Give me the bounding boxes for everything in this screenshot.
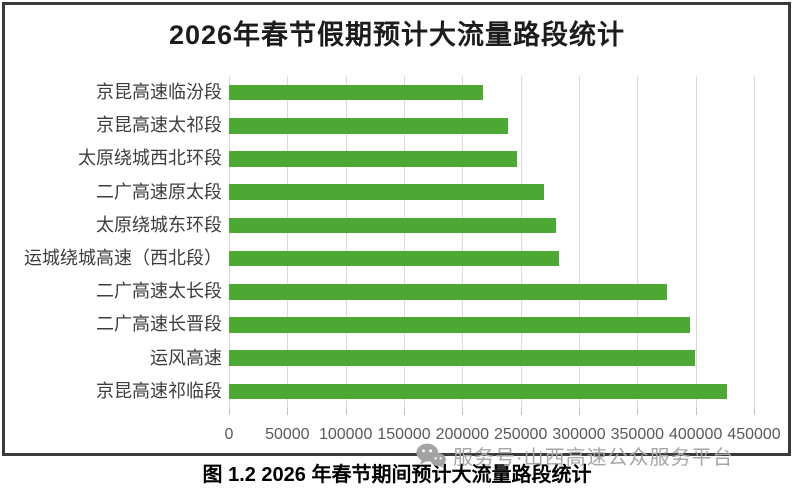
x-tick-label: 0 xyxy=(224,426,234,443)
category-label: 运城绕城高速（西北段） xyxy=(24,247,222,268)
bar xyxy=(229,350,695,366)
tick-mark xyxy=(345,408,347,415)
tick-mark xyxy=(229,408,230,415)
x-tick-label: 200000 xyxy=(435,426,490,443)
gridline xyxy=(579,76,580,408)
x-tick-label: 150000 xyxy=(377,426,431,443)
gridline xyxy=(404,76,405,408)
category-label: 二广高速原太段 xyxy=(96,181,222,202)
gridline xyxy=(754,76,755,408)
bar xyxy=(229,151,518,167)
category-label: 二广高速太长段 xyxy=(96,281,222,302)
gridline xyxy=(637,76,639,408)
bar xyxy=(229,250,560,267)
tick-mark xyxy=(695,408,697,415)
category-label: 运风高速 xyxy=(150,347,222,368)
x-axis-ticks: 0 50000 100000 150000 200000 250000 300000 3500… xyxy=(225,426,781,446)
bar xyxy=(229,217,556,234)
bar xyxy=(229,317,690,333)
watermark-text: 服务号·山西高速公众服务平台 xyxy=(453,447,734,469)
bar xyxy=(229,118,508,134)
tick-mark xyxy=(287,408,289,415)
category-label: 太原绕城西北环段 xyxy=(78,148,222,169)
tick-mark xyxy=(579,408,580,415)
x-tick-label: 400000 xyxy=(668,426,723,443)
chart-title: 2026年春节假期预计大流量路段统计 xyxy=(168,20,626,50)
tick-mark xyxy=(520,408,522,415)
category-axis: 京昆高速临汾段 京昆高速太祁段太原绕城西北环段二广高速原太段 太原绕城东环段运城绕城… xyxy=(8,76,222,408)
gridline xyxy=(229,76,230,408)
bar xyxy=(229,184,544,200)
figure-caption: 图 1.2 2026 年春节期间预计大流量路段统计 xyxy=(202,464,592,486)
bar xyxy=(229,84,484,101)
category-label: 京昆高速临汾段 xyxy=(96,82,222,102)
x-tick-label: 350000 xyxy=(610,426,665,443)
watermark: 服务号·山西高速公众服务平台 xyxy=(416,441,734,470)
gridline xyxy=(345,76,347,408)
plot-area xyxy=(229,76,755,415)
x-tick-label: 300000 xyxy=(552,426,606,443)
bar xyxy=(229,383,728,400)
gridline xyxy=(695,76,697,408)
gridline xyxy=(520,76,522,408)
category-label: 太原绕城东环段 xyxy=(96,214,222,235)
wechat-icon xyxy=(416,443,446,468)
category-label: 二广高速长晋段 xyxy=(96,314,222,335)
category-label: 京昆高速祁临段 xyxy=(96,380,222,401)
x-tick-label: 450000 xyxy=(727,426,781,443)
tick-mark xyxy=(754,408,755,415)
tick-mark xyxy=(404,408,405,415)
x-tick-label: 50000 xyxy=(265,426,310,443)
x-tick-label: 250000 xyxy=(493,426,548,443)
tick-mark xyxy=(462,408,464,415)
bar xyxy=(229,284,667,300)
category-label: 京昆高速太祁段 xyxy=(96,115,222,136)
gridline xyxy=(287,76,289,408)
x-tick-label: 100000 xyxy=(318,426,373,443)
tick-mark xyxy=(637,408,639,415)
gridline xyxy=(462,76,464,408)
